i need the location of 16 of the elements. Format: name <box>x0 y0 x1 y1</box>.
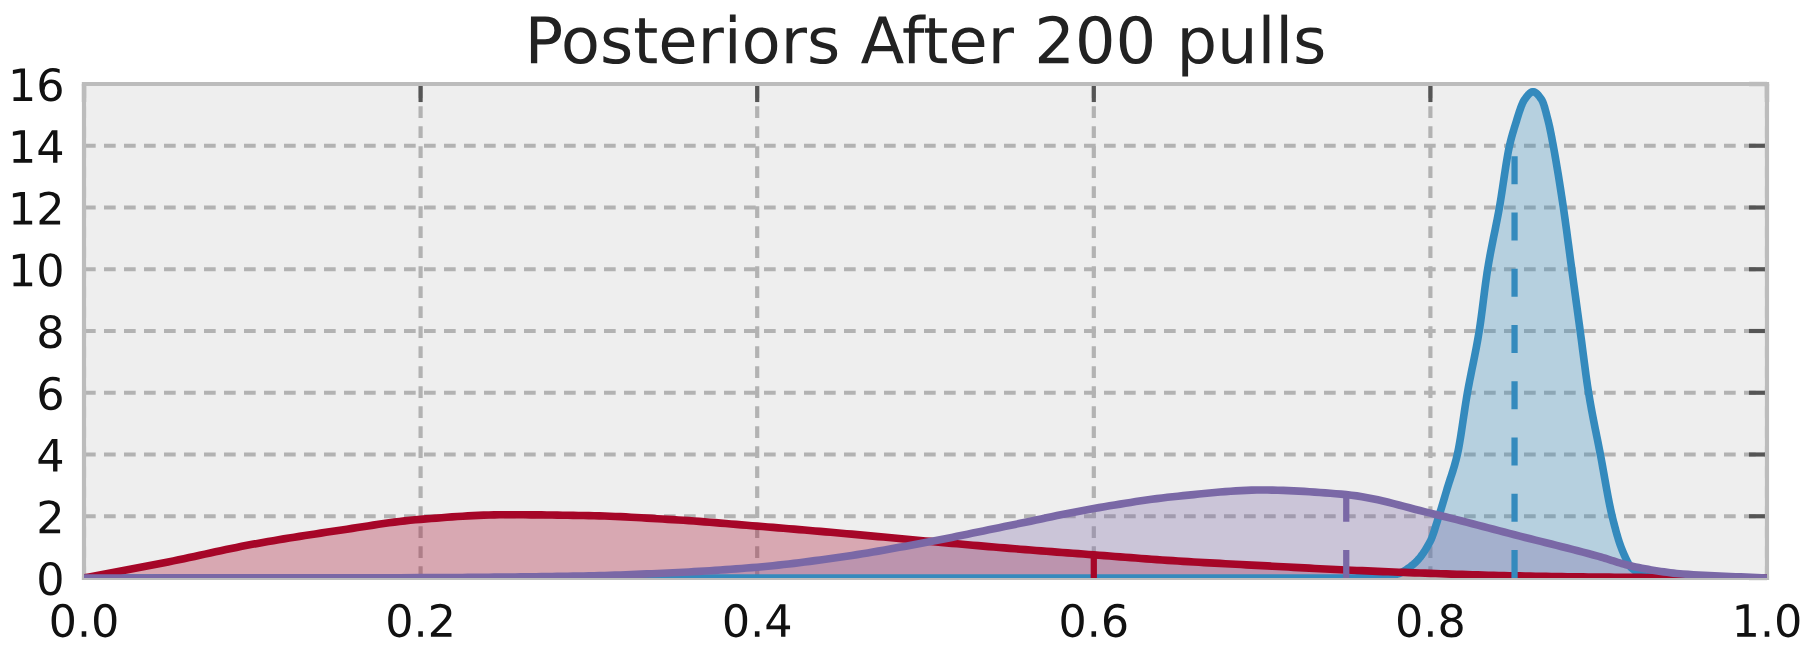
x-tick-label: 1.0 <box>1736 603 1800 638</box>
y-tick-label: 4 <box>38 438 63 472</box>
x-tick-label: 0.8 <box>1397 603 1463 638</box>
y-tick-label: 14 <box>12 130 63 163</box>
chart-title: Posteriors After 200 pulls <box>530 14 1324 77</box>
y-tick-label: 16 <box>12 67 62 102</box>
y-tick-label: 6 <box>39 376 62 411</box>
x-tick-label: 0.0 <box>51 603 117 638</box>
y-tick-label: 0 <box>39 561 62 596</box>
x-tick-label: 0.6 <box>1061 603 1127 638</box>
y-tick-label: 10 <box>12 253 62 287</box>
y-tick-label: 2 <box>39 500 61 534</box>
y-tick-label: 12 <box>12 191 61 225</box>
x-tick-label: 0.2 <box>388 603 452 638</box>
y-tick-label: 8 <box>39 314 62 349</box>
x-tick-label: 0.4 <box>724 603 791 638</box>
